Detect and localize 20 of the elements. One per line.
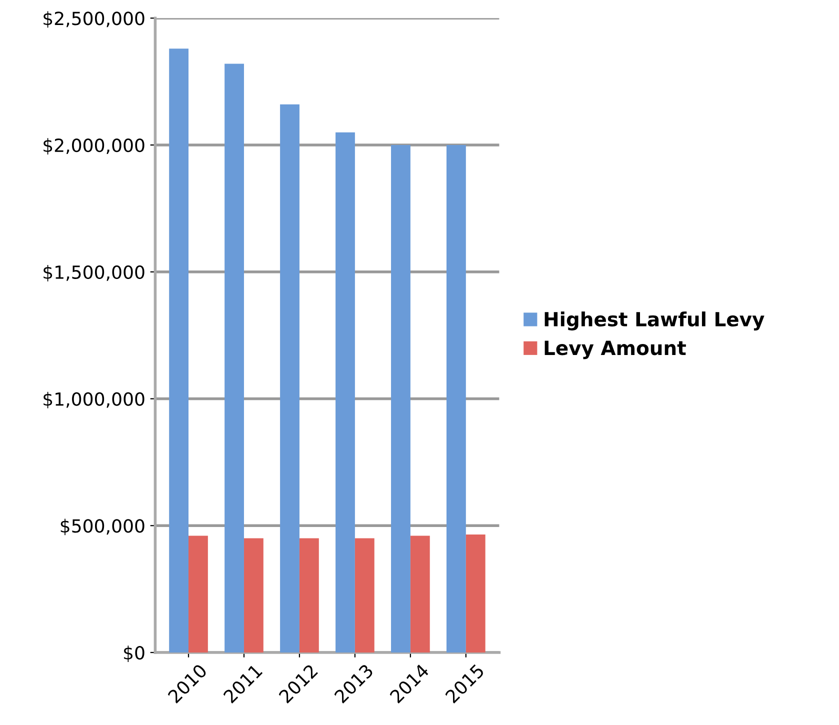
bar [354, 538, 374, 652]
y-tick-label: $2,500,000 [44, 11, 144, 28]
bar [188, 536, 208, 652]
y-tick-label: $500,000 [60, 518, 144, 536]
legend-label: Highest Lawful Levy [544, 311, 764, 330]
y-tick-label: $2,000,000 [44, 138, 144, 155]
bar [336, 132, 355, 652]
bar [244, 538, 264, 652]
y-tick-label: $0 [124, 646, 144, 662]
legend-label: Levy Amount [544, 340, 686, 360]
bar [391, 145, 410, 652]
bar [299, 538, 319, 652]
y-tick-label: $1,000,000 [44, 392, 144, 408]
bar [466, 534, 486, 652]
bar [169, 48, 189, 652]
bar [280, 104, 300, 652]
y-tick-label: $1,500,000 [44, 265, 144, 282]
bar [446, 145, 466, 652]
bar [224, 64, 244, 652]
bar [410, 536, 430, 652]
